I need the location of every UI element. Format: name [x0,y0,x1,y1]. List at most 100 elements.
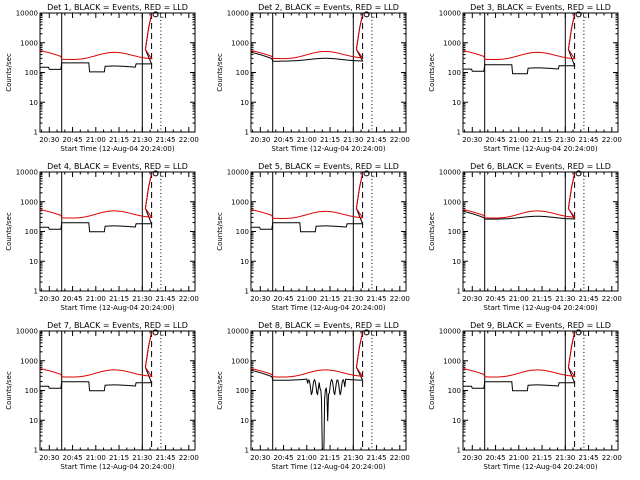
y-tick-label: 10 [240,417,249,425]
peak-marker [575,11,582,18]
series-line-events [463,14,576,75]
x-tick-label: 20:30 [39,295,59,303]
y-tick-label: 10 [29,417,38,425]
series-line-lld [462,14,576,60]
y-axis-label: Counts/sec [216,53,224,92]
detector-panel-9: Det 9, BLACK = Events, RED = LLD 1 10 100 10… [428,321,622,471]
series-line-events [250,332,364,451]
y-axis-label: Counts/sec [216,371,224,410]
panel-title: Det 6, BLACK = Events, RED = LLD [470,162,611,171]
plot-frame [250,171,407,292]
x-tick-label: 21:45 [366,136,386,144]
series-line-lld [39,14,153,60]
y-tick-label: 10000 [16,10,38,18]
series-line-lld [462,332,576,378]
y-tick-label: 100 [236,69,249,77]
x-tick-label: 22:00 [390,295,410,303]
x-tick-label: 21:15 [320,295,340,303]
y-tick-label: 1000 [443,39,461,47]
x-tick-label: 21:45 [366,454,386,462]
marker-label: L [160,11,164,19]
x-tick-label: 20:45 [273,454,293,462]
x-tick-label: 21:00 [297,454,317,462]
x-tick-label: 21:15 [532,136,552,144]
y-tick-label: 10000 [16,328,38,336]
x-tick-label: 21:45 [366,295,386,303]
x-tick-label: 20:45 [485,295,505,303]
x-tick-label: 21:30 [132,136,152,144]
x-tick-label: 21:15 [532,295,552,303]
x-tick-label: 21:30 [343,136,363,144]
x-axis-label: Start Time (12-Aug-04 20:24:00) [483,145,597,153]
x-tick-label: 22:00 [390,454,410,462]
marker-label: L [583,329,587,337]
y-axis-label: Counts/sec [428,53,436,92]
y-tick-label: 1 [457,288,461,296]
y-tick-label: 100 [448,228,461,236]
y-tick-label: 10 [240,99,249,107]
y-tick-label: 10000 [16,169,38,177]
y-tick-label: 1000 [231,198,249,206]
x-tick-label: 20:45 [273,136,293,144]
y-axis-label: Counts/sec [428,212,436,251]
x-tick-label: 22:00 [390,136,410,144]
plot-frame [462,330,619,451]
x-axis-label: Start Time (12-Aug-04 20:24:00) [271,145,385,153]
x-tick-label: 21:00 [86,136,106,144]
x-tick-label: 21:30 [132,295,152,303]
peak-marker [363,329,370,336]
peak-marker [152,170,159,177]
panel-title: Det 8, BLACK = Events, RED = LLD [258,321,399,330]
y-tick-label: 1 [245,288,249,296]
detector-panel-7: Det 7, BLACK = Events, RED = LLD 1 10 100 10… [5,321,199,471]
marker-label: L [583,170,587,178]
x-tick-label: 22:00 [602,295,622,303]
y-tick-label: 100 [448,69,461,77]
x-tick-label: 21:00 [509,136,529,144]
y-tick-label: 100 [25,69,38,77]
peak-marker [575,170,582,177]
x-axis-label: Start Time (12-Aug-04 20:24:00) [60,304,174,312]
x-tick-label: 22:00 [602,136,622,144]
x-tick-label: 20:45 [485,454,505,462]
x-tick-label: 21:30 [555,454,575,462]
x-tick-label: 20:30 [250,295,270,303]
x-tick-label: 21:00 [86,295,106,303]
series-line-lld [39,332,153,378]
peak-marker [152,11,159,18]
series-line-events [463,332,576,392]
plot-frame [462,12,619,133]
y-tick-label: 10000 [227,10,249,18]
y-tick-label: 1000 [443,357,461,365]
x-tick-label: 21:15 [532,454,552,462]
detector-panel-5: Det 5, BLACK = Events, RED = LLD 1 10 100 10… [216,162,410,312]
x-tick-label: 20:30 [39,454,59,462]
x-tick-label: 21:45 [578,136,598,144]
x-tick-label: 20:45 [62,295,82,303]
plot-frame [39,12,196,133]
x-tick-label: 20:45 [485,136,505,144]
y-axis-label: Counts/sec [5,212,13,251]
x-tick-label: 20:30 [462,136,482,144]
x-tick-label: 20:30 [462,295,482,303]
x-tick-label: 20:30 [250,136,270,144]
plot-frame [39,171,196,292]
y-tick-label: 10000 [227,169,249,177]
marker-label: L [371,11,375,19]
series-line-events [250,14,364,62]
y-tick-label: 10 [29,258,38,266]
panel-title: Det 7, BLACK = Events, RED = LLD [47,321,188,330]
y-tick-label: 1 [245,447,249,455]
series-line-events [40,332,153,392]
x-tick-label: 21:00 [297,136,317,144]
marker-label: L [371,329,375,337]
x-tick-label: 21:15 [320,454,340,462]
detector-panel-8: Det 8, BLACK = Events, RED = LLD 1 10 100 10… [216,321,410,471]
series-line-lld [250,332,364,378]
x-tick-label: 21:00 [509,454,529,462]
x-tick-label: 21:15 [320,136,340,144]
series-line-events [40,14,153,73]
panel-title: Det 4, BLACK = Events, RED = LLD [47,162,188,171]
detector-panel-2: Det 2, BLACK = Events, RED = LLD 1 10 100 10… [216,3,410,153]
